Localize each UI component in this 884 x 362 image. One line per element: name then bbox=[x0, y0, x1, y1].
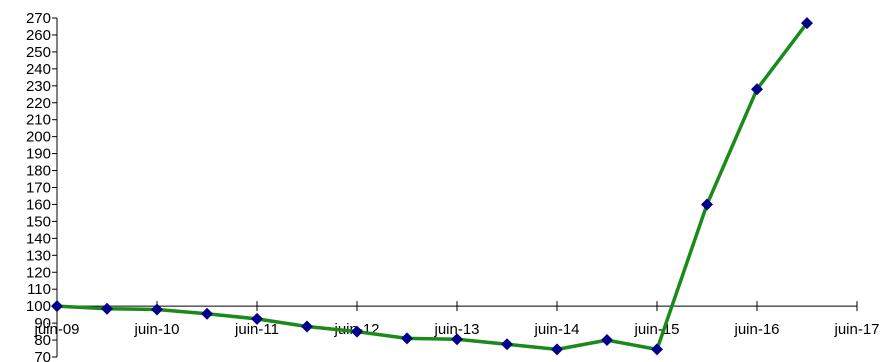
x-tick-label: juin-10 bbox=[133, 321, 179, 338]
y-tick-label: 110 bbox=[27, 281, 51, 298]
x-tick-label: juin-17 bbox=[833, 321, 879, 338]
x-axis: juin-09juin-10juin-11juin-12juin-13juin-… bbox=[33, 301, 880, 338]
y-tick-label: 210 bbox=[26, 112, 51, 129]
y-tick-label: 80 bbox=[34, 332, 51, 349]
y-tick-label: 90 bbox=[34, 315, 51, 332]
y-tick-label: 200 bbox=[26, 129, 51, 146]
data-point-marker bbox=[251, 312, 263, 325]
data-point-marker bbox=[651, 343, 663, 356]
y-tick-label: 180 bbox=[26, 163, 51, 180]
data-point-marker bbox=[451, 333, 463, 346]
y-tick-label: 190 bbox=[26, 146, 51, 163]
data-point-marker bbox=[201, 307, 213, 320]
y-tick-label: 260 bbox=[26, 27, 51, 44]
y-tick-label: 120 bbox=[26, 264, 51, 281]
data-point-marker bbox=[551, 343, 563, 356]
x-tick-label: juin-13 bbox=[433, 321, 479, 338]
y-tick-label: 150 bbox=[26, 213, 51, 230]
x-tick-label: juin-15 bbox=[633, 321, 679, 338]
y-tick-label: 170 bbox=[26, 180, 51, 197]
data-point-marker bbox=[301, 320, 313, 333]
series-line bbox=[55, 21, 809, 352]
y-tick-label: 220 bbox=[26, 95, 51, 112]
data-point-marker bbox=[351, 325, 363, 338]
y-tick-label: 270 bbox=[26, 10, 51, 27]
y-tick-label: 140 bbox=[26, 230, 51, 247]
data-point-marker bbox=[401, 332, 413, 345]
data-point-marker bbox=[101, 302, 113, 315]
y-tick-label: 250 bbox=[26, 44, 51, 61]
y-axis: 7080901001101201301401501601701801902002… bbox=[26, 10, 58, 362]
y-tick-label: 160 bbox=[26, 196, 51, 213]
series-group bbox=[51, 17, 813, 356]
y-tick-label: 240 bbox=[26, 61, 51, 78]
x-tick-label: juin-11 bbox=[234, 321, 279, 338]
x-tick-label: juin-14 bbox=[533, 321, 579, 338]
data-point-marker bbox=[601, 334, 613, 347]
y-tick-label: 230 bbox=[26, 78, 51, 95]
data-point-marker bbox=[751, 83, 763, 96]
data-point-marker bbox=[701, 198, 713, 211]
y-tick-label: 130 bbox=[26, 247, 51, 264]
x-tick-label: juin-09 bbox=[33, 321, 79, 338]
data-point-marker bbox=[501, 338, 513, 351]
x-tick-label: juin-16 bbox=[733, 321, 779, 338]
y-tick-label: 100 bbox=[26, 298, 51, 315]
data-point-marker bbox=[801, 17, 813, 30]
data-point-marker bbox=[51, 300, 63, 313]
data-point-marker bbox=[151, 303, 163, 316]
y-tick-label: 70 bbox=[34, 349, 51, 362]
